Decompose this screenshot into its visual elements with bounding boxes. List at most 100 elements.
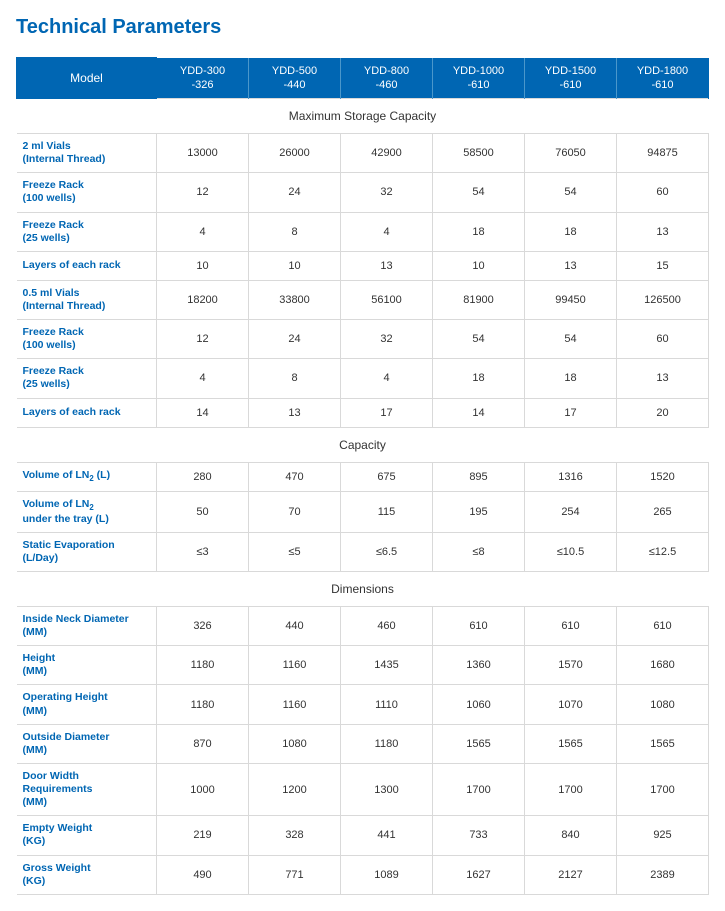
cell: 32 <box>341 173 433 212</box>
cell: 1070 <box>525 685 617 724</box>
table-row: Empty Weight(KG)219328441733840925 <box>17 816 709 855</box>
cell: 771 <box>249 855 341 894</box>
cell: 470 <box>249 462 341 491</box>
cell: 13 <box>249 398 341 427</box>
cell: 870 <box>157 724 249 763</box>
cell: 1565 <box>433 724 525 763</box>
cell: 8 <box>249 359 341 398</box>
cell: 10 <box>157 251 249 280</box>
row-label: 0.5 ml Vials(Internal Thread) <box>17 280 157 319</box>
cell: 4 <box>157 212 249 251</box>
cell: 195 <box>433 491 525 532</box>
cell: 81900 <box>433 280 525 319</box>
cell: 1300 <box>341 763 433 815</box>
cell: 733 <box>433 816 525 855</box>
cell: 675 <box>341 462 433 491</box>
cell: 15 <box>617 251 709 280</box>
cell: 610 <box>617 606 709 645</box>
cell: 18 <box>433 212 525 251</box>
cell: ≤6.5 <box>341 532 433 571</box>
cell: 1110 <box>341 685 433 724</box>
header-col-2: YDD-800-460 <box>341 58 433 99</box>
cell: 18 <box>525 212 617 251</box>
table-row: Inside Neck Diameter(MM)3264404606106106… <box>17 606 709 645</box>
header-model-label: Model <box>17 58 157 99</box>
cell: 12 <box>157 173 249 212</box>
cell: 1000 <box>157 763 249 815</box>
cell: 33800 <box>249 280 341 319</box>
table-row: Volume of LN2 (L)28047067589513161520 <box>17 462 709 491</box>
cell: 265 <box>617 491 709 532</box>
cell: ≤5 <box>249 532 341 571</box>
table-row: Freeze Rack(100 wells)122432545460 <box>17 320 709 359</box>
row-label: Gross Weight(KG) <box>17 855 157 894</box>
cell: 254 <box>525 491 617 532</box>
cell: 1627 <box>433 855 525 894</box>
row-label: Operating Height(MM) <box>17 685 157 724</box>
cell: ≤12.5 <box>617 532 709 571</box>
cell: 17 <box>525 398 617 427</box>
cell: ≤10.5 <box>525 532 617 571</box>
section-header: Dimensions <box>17 571 709 606</box>
row-label: Volume of LN2under the tray (L) <box>17 491 157 532</box>
cell: 1180 <box>157 685 249 724</box>
cell: 13 <box>617 212 709 251</box>
cell: 115 <box>341 491 433 532</box>
cell: 13 <box>525 251 617 280</box>
table-row: Layers of each rack141317141720 <box>17 398 709 427</box>
row-label: Layers of each rack <box>17 251 157 280</box>
page-title: Technical Parameters <box>16 16 709 39</box>
cell: 840 <box>525 816 617 855</box>
table-body: Maximum Storage Capacity2 ml Vials(Inter… <box>17 99 709 895</box>
cell: 50 <box>157 491 249 532</box>
cell: 12 <box>157 320 249 359</box>
cell: 219 <box>157 816 249 855</box>
cell: 1180 <box>341 724 433 763</box>
cell: 326 <box>157 606 249 645</box>
table-header: Model YDD-300-326 YDD-500-440 YDD-800-46… <box>17 58 709 99</box>
cell: 1316 <box>525 462 617 491</box>
cell: 441 <box>341 816 433 855</box>
cell: 94875 <box>617 134 709 173</box>
table-row: 0.5 ml Vials(Internal Thread)18200338005… <box>17 280 709 319</box>
cell: 24 <box>249 320 341 359</box>
row-label: Outside Diameter(MM) <box>17 724 157 763</box>
cell: 2127 <box>525 855 617 894</box>
cell: 20 <box>617 398 709 427</box>
cell: 1060 <box>433 685 525 724</box>
row-label: Freeze Rack(25 wells) <box>17 359 157 398</box>
cell: 490 <box>157 855 249 894</box>
cell: 54 <box>433 173 525 212</box>
header-col-4: YDD-1500-610 <box>525 58 617 99</box>
table-row: Gross Weight(KG)4907711089162721272389 <box>17 855 709 894</box>
table-row: 2 ml Vials(Internal Thread)1300026000429… <box>17 134 709 173</box>
cell: 1200 <box>249 763 341 815</box>
cell: 8 <box>249 212 341 251</box>
cell: ≤8 <box>433 532 525 571</box>
cell: 70 <box>249 491 341 532</box>
table-row: Freeze Rack(25 wells)484181813 <box>17 359 709 398</box>
cell: 54 <box>433 320 525 359</box>
row-label: Height(MM) <box>17 646 157 685</box>
cell: 4 <box>341 212 433 251</box>
cell: 54 <box>525 320 617 359</box>
cell: 1360 <box>433 646 525 685</box>
cell: 60 <box>617 320 709 359</box>
cell: 4 <box>341 359 433 398</box>
table-row: Layers of each rack101013101315 <box>17 251 709 280</box>
section-header: Maximum Storage Capacity <box>17 99 709 134</box>
cell: 58500 <box>433 134 525 173</box>
cell: 24 <box>249 173 341 212</box>
header-col-0: YDD-300-326 <box>157 58 249 99</box>
row-label: Freeze Rack(100 wells) <box>17 173 157 212</box>
cell: 99450 <box>525 280 617 319</box>
cell: 18 <box>433 359 525 398</box>
cell: 17 <box>341 398 433 427</box>
cell: 280 <box>157 462 249 491</box>
row-label: Inside Neck Diameter(MM) <box>17 606 157 645</box>
table-row: Door Width Requirements(MM)1000120013001… <box>17 763 709 815</box>
cell: 440 <box>249 606 341 645</box>
cell: 1700 <box>433 763 525 815</box>
cell: 56100 <box>341 280 433 319</box>
cell: 13 <box>617 359 709 398</box>
